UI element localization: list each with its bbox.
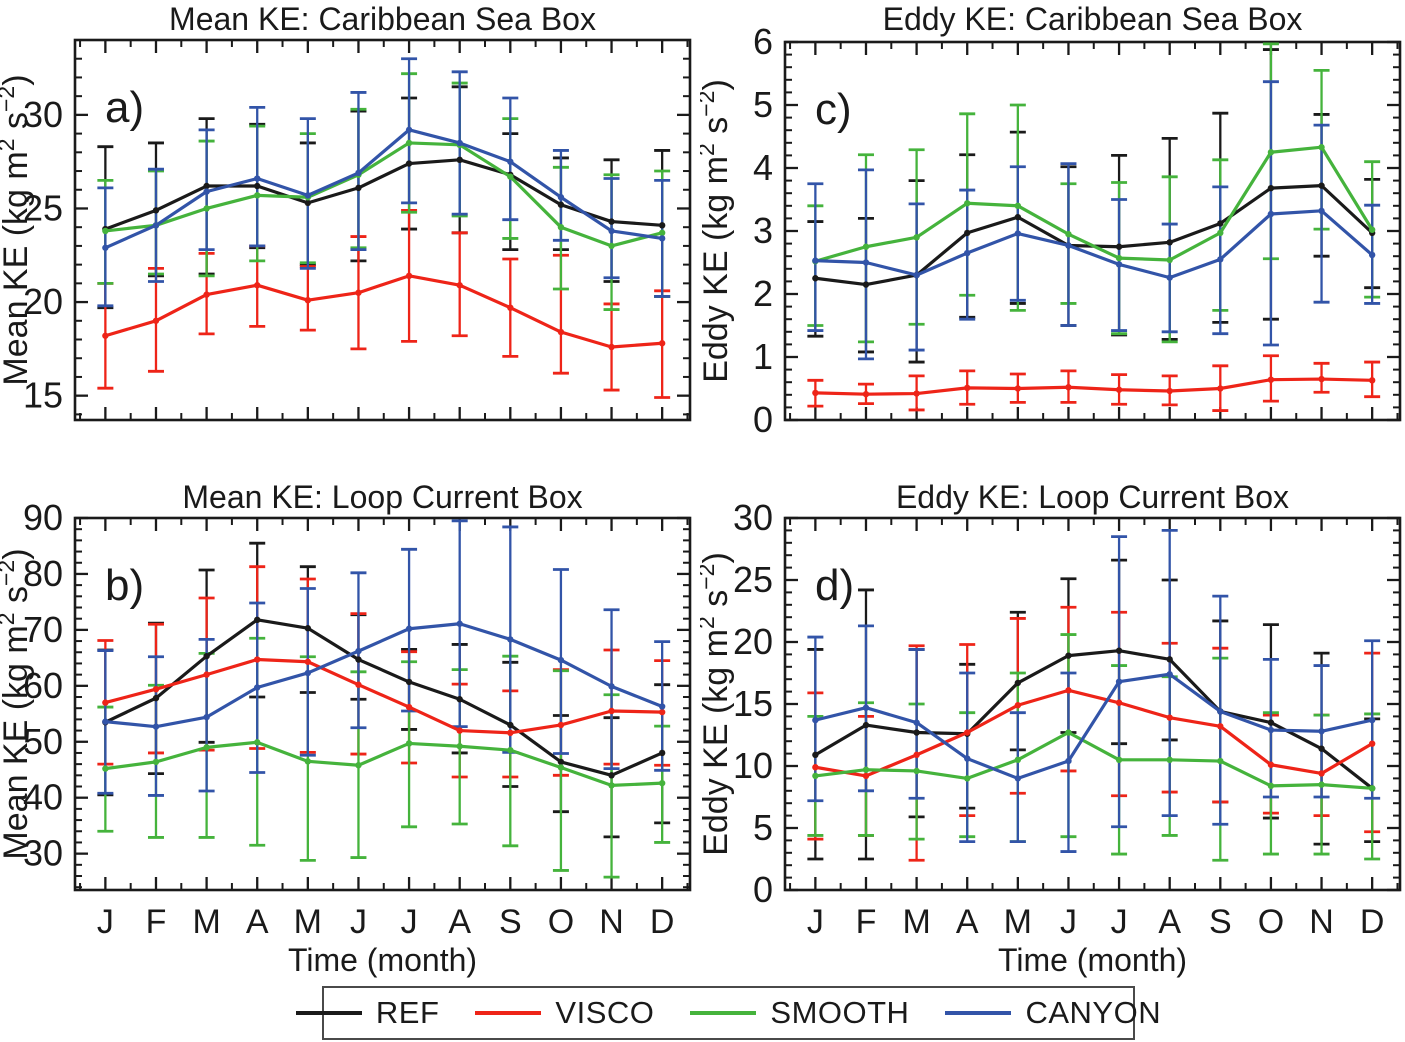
svg-text:20: 20 bbox=[23, 281, 63, 322]
svg-text:D: D bbox=[650, 903, 675, 941]
canyon-line-icon bbox=[945, 1011, 1012, 1015]
svg-text:4: 4 bbox=[753, 147, 773, 188]
svg-text:c): c) bbox=[815, 85, 852, 134]
svg-text:30: 30 bbox=[23, 833, 63, 874]
svg-text:20: 20 bbox=[733, 621, 773, 662]
svg-text:70: 70 bbox=[23, 609, 63, 650]
svg-text:25: 25 bbox=[733, 559, 773, 600]
svg-text:90: 90 bbox=[23, 497, 63, 538]
svg-text:0: 0 bbox=[753, 399, 773, 440]
svg-text:10: 10 bbox=[733, 745, 773, 786]
svg-text:A: A bbox=[448, 903, 471, 941]
svg-text:J: J bbox=[807, 903, 824, 941]
svg-text:N: N bbox=[599, 903, 624, 941]
svg-text:M: M bbox=[192, 903, 220, 941]
svg-text:a): a) bbox=[105, 83, 144, 132]
legend-item-label: CANYON bbox=[1025, 995, 1162, 1030]
svg-text:6: 6 bbox=[753, 21, 773, 62]
legend-item-smooth: SMOOTH bbox=[690, 995, 909, 1031]
svg-text:S: S bbox=[1209, 903, 1232, 941]
svg-text:D: D bbox=[1360, 903, 1385, 941]
svg-text:80: 80 bbox=[23, 553, 63, 594]
legend-item-visco: VISCO bbox=[475, 995, 654, 1031]
svg-text:Eddy KE: Loop Current Box: Eddy KE: Loop Current Box bbox=[896, 479, 1289, 515]
svg-text:30: 30 bbox=[733, 497, 773, 538]
visco-line-icon bbox=[475, 1011, 542, 1015]
svg-text:Time (month): Time (month) bbox=[998, 942, 1187, 978]
legend: REF VISCO SMOOTH CANYON bbox=[295, 986, 1161, 1040]
svg-text:Eddy KE: Caribbean Sea Box: Eddy KE: Caribbean Sea Box bbox=[883, 1, 1303, 37]
svg-text:F: F bbox=[856, 903, 877, 941]
svg-text:Mean KE: Caribbean Sea Box: Mean KE: Caribbean Sea Box bbox=[169, 1, 596, 37]
svg-text:O: O bbox=[548, 903, 574, 941]
legend-item-ref: REF bbox=[295, 995, 440, 1031]
legend-item-canyon: CANYON bbox=[945, 995, 1161, 1031]
svg-text:50: 50 bbox=[23, 721, 63, 762]
svg-text:3: 3 bbox=[753, 210, 773, 251]
svg-text:A: A bbox=[246, 903, 269, 941]
svg-text:30: 30 bbox=[23, 94, 63, 135]
svg-text:5: 5 bbox=[753, 84, 773, 125]
svg-text:Time (month): Time (month) bbox=[288, 942, 477, 978]
panel-c-chart: 0 1 2 3 4 5 6 Eddy KE: Caribbean Sea Box c) Eddy … bbox=[700, 1, 1402, 440]
svg-text:F: F bbox=[146, 903, 167, 941]
svg-text:J: J bbox=[350, 903, 367, 941]
svg-text:Mean KE (kg m2 s−2): Mean KE (kg m2 s−2) bbox=[0, 548, 35, 859]
svg-text:d): d) bbox=[815, 561, 854, 610]
svg-text:Eddy KE (kg m2 s−2): Eddy KE (kg m2 s−2) bbox=[700, 552, 735, 856]
smooth-line-icon bbox=[690, 1011, 757, 1015]
svg-text:40: 40 bbox=[23, 777, 63, 818]
legend-item-label: REF bbox=[375, 995, 440, 1030]
svg-text:J: J bbox=[401, 903, 418, 941]
svg-text:A: A bbox=[1158, 903, 1181, 941]
svg-text:15: 15 bbox=[733, 683, 773, 724]
svg-text:2: 2 bbox=[753, 273, 773, 314]
svg-text:Mean KE: Loop Current Box: Mean KE: Loop Current Box bbox=[182, 479, 582, 515]
svg-text:5: 5 bbox=[753, 807, 773, 848]
svg-text:b): b) bbox=[105, 561, 144, 610]
svg-text:S: S bbox=[499, 903, 522, 941]
legend-item-label: SMOOTH bbox=[770, 995, 910, 1030]
svg-text:O: O bbox=[1258, 903, 1284, 941]
svg-text:J: J bbox=[97, 903, 114, 941]
svg-text:0: 0 bbox=[753, 869, 773, 910]
svg-text:25: 25 bbox=[23, 187, 63, 228]
svg-text:Eddy KE (kg m2 s−2): Eddy KE (kg m2 s−2) bbox=[700, 79, 735, 383]
svg-text:M: M bbox=[902, 903, 930, 941]
ref-line-icon bbox=[295, 1011, 362, 1015]
svg-text:60: 60 bbox=[23, 665, 63, 706]
svg-text:J: J bbox=[1111, 903, 1128, 941]
legend-item-label: VISCO bbox=[555, 995, 655, 1030]
svg-text:M: M bbox=[294, 903, 322, 941]
svg-text:15: 15 bbox=[23, 375, 63, 416]
svg-text:Mean KE (kg m2 s−2): Mean KE (kg m2 s−2) bbox=[0, 74, 35, 385]
svg-text:M: M bbox=[1004, 903, 1032, 941]
panel-a-chart: 15 20 25 30 Mean KE: Caribbean Sea Box a) Mean… bbox=[0, 1, 692, 422]
svg-text:N: N bbox=[1309, 903, 1334, 941]
svg-text:1: 1 bbox=[753, 336, 773, 377]
svg-text:J: J bbox=[1060, 903, 1077, 941]
svg-text:A: A bbox=[956, 903, 979, 941]
